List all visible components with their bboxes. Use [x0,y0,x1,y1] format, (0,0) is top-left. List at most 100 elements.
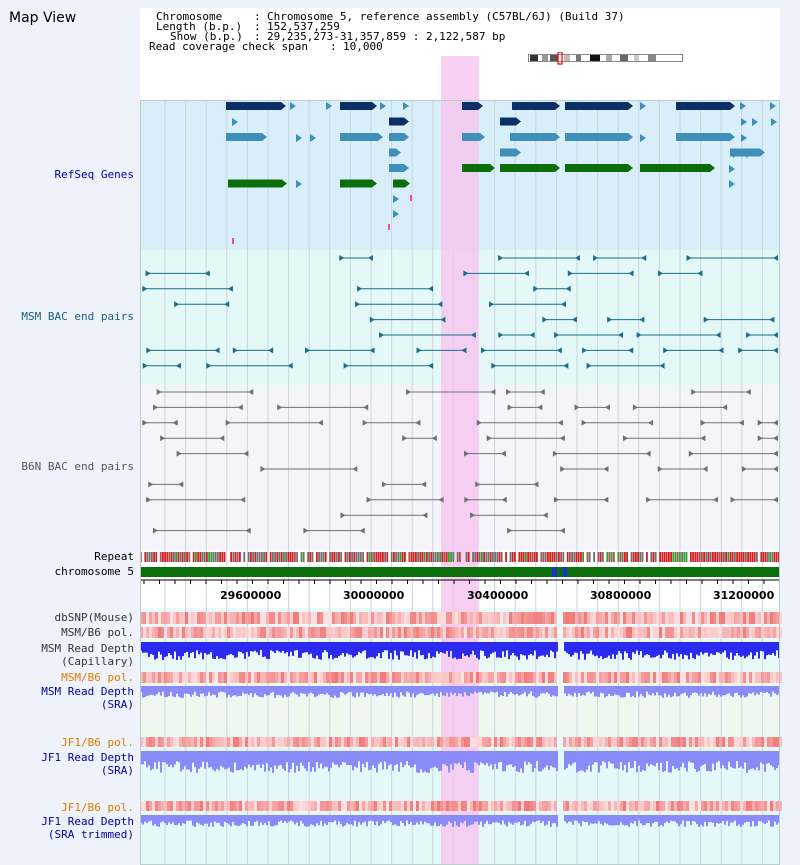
polymorphism-tracks[interactable] [140,612,782,827]
read-depth-bar [166,815,168,826]
polymorphism-cell [272,801,275,811]
read-depth-bar [378,815,380,827]
read-depth-bar [294,686,296,694]
read-depth-bar [626,751,628,773]
polymorphism-cell [758,612,761,624]
polymorphism-cell [485,627,488,638]
polymorphism-cell [311,672,314,683]
repeat-feature [767,552,769,562]
read-depth-bar [504,751,506,772]
read-depth-bar [382,751,384,770]
track-label-msm-b6-pol-sra[interactable]: MSM/B6 pol. [61,671,134,684]
read-depth-bar [758,815,760,821]
read-depth-bar [630,642,632,660]
read-depth-bar [408,751,410,766]
read-depth-bar [624,815,626,826]
read-depth-bar [354,642,356,657]
polymorphism-cell [563,737,566,747]
read-depth-bar [224,642,226,660]
gene-feature [565,133,628,141]
polymorphism-cell [734,801,737,811]
msm-bac-end-pairs[interactable] [142,255,778,369]
polymorphism-cell [464,737,467,747]
bac-end-left [145,270,151,277]
polymorphism-cell [512,627,515,638]
polymorphism-cell [218,612,221,624]
read-depth-bar [390,751,392,765]
repeat-feature [309,552,312,562]
b6n-bac-end-pairs[interactable] [142,389,778,534]
track-label-jf1-trim[interactable]: JF1 Read Depth [41,815,134,828]
read-depth-bar [648,751,650,767]
track-label-msm-depth-sra[interactable]: MSM Read Depth [41,685,134,698]
read-depth-bar [432,751,434,768]
chromosome-bar[interactable] [140,567,780,577]
read-depth-bar [494,815,496,823]
selected-region-highlight[interactable] [441,56,479,865]
track-label-msm-bac[interactable]: MSM BAC end pairs [21,310,134,323]
polymorphism-cell [374,801,377,811]
polymorphism-cell [527,672,530,683]
polymorphism-cell [263,737,266,747]
repeat-feature [285,552,287,562]
read-depth-bar [494,642,496,652]
read-depth-bar [388,751,390,766]
chromosome-ideogram[interactable] [528,52,684,66]
read-depth-bar [346,751,348,766]
repeat-feature [520,552,523,562]
track-label-jf1-depth[interactable]: JF1 Read Depth [41,751,134,764]
bac-end-right [237,404,243,411]
read-depth-bar [166,686,168,697]
read-depth-bar [626,815,628,826]
bac-end-right [240,496,246,503]
repeat-feature [221,552,224,562]
polymorphism-cell [422,672,425,683]
read-depth-bar [610,751,612,764]
bac-end-right [628,347,634,354]
read-depth-bar [732,642,734,660]
read-depth-bar [754,751,756,771]
read-depth-bar [578,642,580,660]
polymorphism-cell [659,737,662,747]
bac-end-right [560,301,566,308]
read-depth-bar [326,642,328,652]
polymorphism-cell [236,801,239,811]
polymorphism-cell [425,801,428,811]
repeat-track[interactable] [140,552,780,562]
bac-end-left [703,316,709,323]
bac-end-left [142,419,148,426]
refseq-genes[interactable] [226,102,777,244]
track-label-dbsnp[interactable]: dbSNP(Mouse) [54,611,134,624]
read-depth-bar [760,686,762,693]
read-depth-bar [466,815,468,827]
polymorphism-cell [749,672,752,683]
track-label-msm-depth-cap[interactable]: MSM Read Depth [41,642,134,655]
track-label-refseq[interactable]: RefSeq Genes [54,168,134,181]
track-label-b6n-bac[interactable]: B6N BAC end pairs [21,460,134,473]
polymorphism-cell [260,672,263,683]
repeat-feature [547,552,549,562]
read-depth-bar [650,642,652,658]
polymorphism-cell [509,737,512,747]
polymorphism-cell [713,801,716,811]
read-depth-bar [622,815,624,825]
polymorphism-cell [308,627,311,638]
read-depth-bar [322,686,324,694]
read-depth-bar [466,686,468,696]
polymorphism-cell [578,627,581,638]
read-depth-bar [314,815,316,827]
axis-ticks [143,580,780,584]
polymorphism-cell [701,801,704,811]
polymorphism-cell [680,801,683,811]
polymorphism-cell [641,612,644,624]
read-depth-bar [740,751,742,767]
read-depth-bar [144,751,146,762]
track-label-msm-b6-pol[interactable]: MSM/B6 pol. [61,626,134,639]
read-depth-bar [306,751,308,772]
read-depth-bar [444,815,446,827]
track-label-jf1-b6-pol-trim[interactable]: JF1/B6 pol. [61,801,134,814]
polymorphism-cell [521,672,524,683]
track-label-jf1-b6-pol[interactable]: JF1/B6 pol. [61,736,134,749]
read-depth-bar [228,815,230,825]
